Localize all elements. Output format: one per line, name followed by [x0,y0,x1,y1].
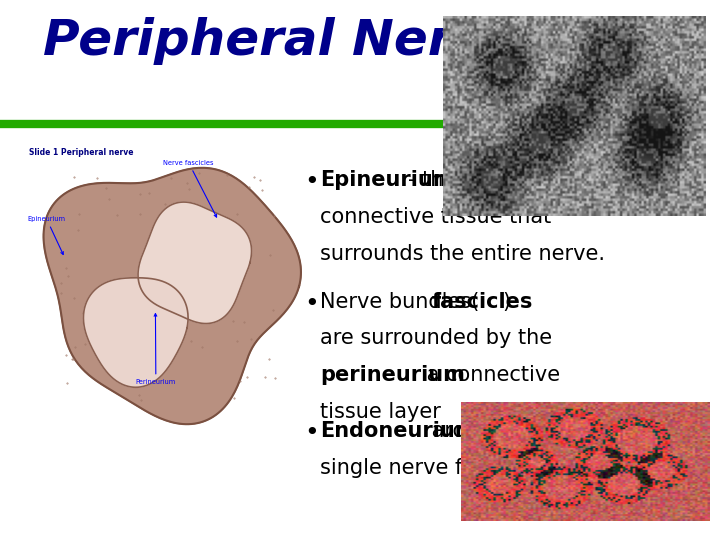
Text: Perineurium: Perineurium [136,314,176,386]
Text: ): ) [502,292,510,312]
Text: Slide 1 Peripheral nerve: Slide 1 Peripheral nerve [30,148,134,157]
Text: Nerve bundles(: Nerve bundles( [320,292,480,312]
Text: Nerve fascicles: Nerve fascicles [163,159,217,217]
Polygon shape [44,168,301,424]
Text: - the layer of: - the layer of [408,170,542,190]
Text: fascicles: fascicles [432,292,534,312]
Text: Peripheral Nerves: Peripheral Nerves [43,17,549,65]
Polygon shape [84,278,188,387]
Text: •: • [305,421,319,445]
Text: surrounds the entire nerve.: surrounds the entire nerve. [320,244,606,264]
Polygon shape [44,168,301,424]
Text: are surrounded by the: are surrounded by the [320,328,552,348]
Text: tissue layer: tissue layer [320,402,441,422]
Text: Epineurium: Epineurium [320,170,455,190]
Text: •: • [305,292,319,315]
Text: connective tissue that: connective tissue that [320,207,552,227]
Text: around: around [425,421,505,441]
Polygon shape [138,202,251,323]
Text: Endoneurium: Endoneurium [320,421,477,441]
Text: single nerve fibers: single nerve fibers [320,458,514,478]
Text: a connective: a connective [420,365,560,385]
Text: Epineurium: Epineurium [27,215,66,254]
Text: perineurium: perineurium [320,365,465,385]
Text: •: • [305,170,319,194]
